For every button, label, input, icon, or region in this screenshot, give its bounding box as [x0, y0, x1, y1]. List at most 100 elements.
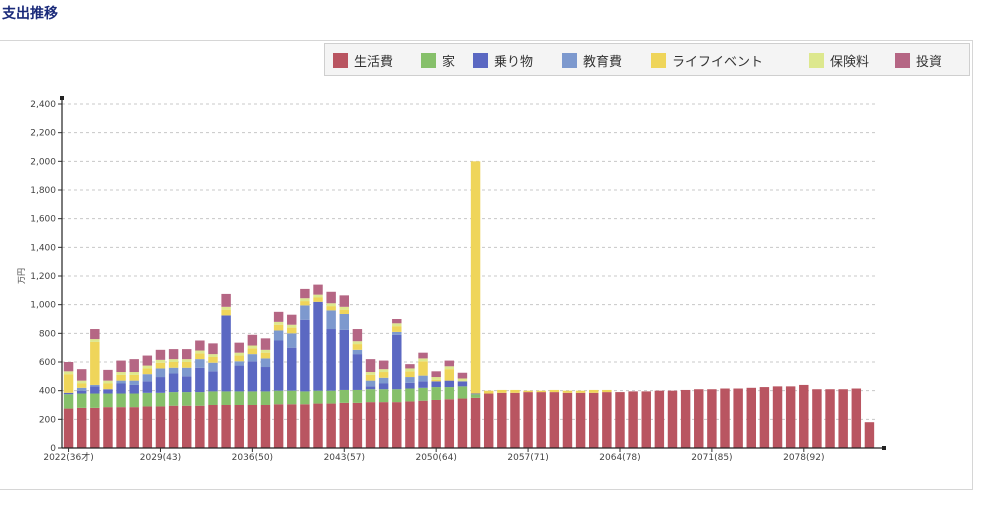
y-tick-label: 400 [39, 387, 56, 397]
x-tick-label: 2022(36才) [43, 451, 93, 463]
bar-segment [90, 407, 100, 448]
bar-segment [103, 407, 113, 448]
bar-segment [300, 391, 310, 405]
legend-item[interactable]: 保険料 [809, 52, 869, 70]
bar-segment [405, 382, 415, 389]
bar-segment [103, 383, 113, 390]
bar-segment [352, 344, 363, 350]
bar-segment [431, 377, 441, 380]
bar-segment [405, 371, 415, 378]
bar-segment [392, 326, 402, 332]
bar-segment [392, 323, 402, 327]
bar-segment [182, 376, 192, 393]
bar-segment [63, 371, 74, 375]
legend-item[interactable]: 教育費 [562, 52, 622, 70]
bar-segment [273, 330, 284, 341]
bar-segment [431, 371, 441, 378]
bar-segment [392, 402, 402, 448]
bar-segment [182, 359, 192, 362]
bar-segment [168, 367, 179, 374]
bar-segment [313, 284, 323, 295]
bar-segment [864, 422, 875, 448]
bar-segment [365, 380, 376, 387]
bar-segment [523, 390, 533, 393]
bar-segment [378, 360, 389, 370]
bar-segment [313, 294, 323, 298]
chart-legend: 生活費 家 乗り物 教育費 ライフイベント 保険料 投資 [324, 43, 970, 76]
bar-segment [168, 349, 179, 360]
bar-segment [589, 389, 599, 393]
bar-segment [221, 293, 231, 307]
y-axis-arrow [60, 96, 64, 100]
bar-segment [562, 392, 573, 448]
bar-segment [287, 327, 297, 334]
bar-segment [103, 389, 113, 394]
bar-segment [287, 333, 297, 348]
legend-item[interactable]: 乗り物 [473, 52, 533, 70]
bar-segment [103, 380, 113, 384]
bar-segment [431, 387, 441, 400]
bar-segment [444, 360, 455, 367]
legend-item[interactable]: ライフイベント [651, 52, 763, 70]
bar-segment [418, 400, 428, 448]
bar-segment [90, 329, 100, 340]
legend-swatch [651, 52, 666, 68]
x-tick-label: 2057(71) [507, 453, 548, 463]
bar-segment [129, 384, 139, 394]
bar-segment [405, 377, 415, 383]
bar-segment [116, 374, 126, 381]
bar-segment [260, 405, 271, 448]
y-tick-label: 2,400 [30, 100, 56, 110]
bar-segment [287, 347, 297, 391]
bar-segment [444, 399, 455, 448]
bar-segment [536, 390, 546, 393]
bar-segment [720, 388, 730, 448]
bar-segment [195, 340, 205, 351]
bar-segment [142, 355, 153, 366]
bar-segment [772, 386, 783, 448]
bar-segment [549, 392, 560, 448]
bar-segment [63, 408, 74, 448]
bar-segment [339, 309, 349, 314]
legend-item[interactable]: 家 [421, 52, 455, 70]
legend-swatch [421, 52, 436, 68]
bar-segment [63, 392, 74, 395]
bar-segment [799, 384, 809, 448]
bar-segment [326, 403, 336, 448]
bar-segment [785, 386, 796, 448]
bar-segment [208, 362, 218, 372]
bar-segment [405, 388, 415, 402]
bar-segment [208, 354, 218, 357]
bar-segment [812, 389, 822, 448]
bar-segment [247, 391, 258, 405]
bar-segment [287, 314, 297, 325]
bar-segment [339, 329, 349, 390]
bar-segment [155, 368, 166, 378]
bar-segment [116, 360, 126, 373]
bar-segment [694, 389, 704, 448]
bar-segment [260, 358, 271, 368]
bar-segment [602, 389, 612, 393]
bar-segment [208, 343, 218, 355]
x-tick-label: 2029(43) [140, 453, 181, 463]
y-tick-label: 800 [39, 329, 56, 339]
bar-segment [536, 392, 546, 448]
bar-segment [523, 392, 533, 448]
bar-segment [260, 391, 271, 405]
bar-segment [851, 388, 862, 448]
bar-segment [155, 392, 166, 407]
bar-segment [457, 381, 468, 387]
bar-segment [63, 374, 74, 393]
legend-item[interactable]: 投資 [895, 52, 942, 70]
legend-item[interactable]: 生活費 [333, 52, 393, 70]
bar-segment [103, 369, 113, 381]
bar-segment [352, 329, 363, 342]
bar-segment [470, 393, 481, 395]
bar-segment [365, 372, 376, 375]
bar-segment [602, 392, 612, 448]
bar-segment [326, 303, 336, 307]
bar-segment [129, 359, 139, 373]
bar-segment [76, 380, 87, 384]
bar-segment [116, 383, 126, 394]
bar-segment [365, 359, 376, 373]
